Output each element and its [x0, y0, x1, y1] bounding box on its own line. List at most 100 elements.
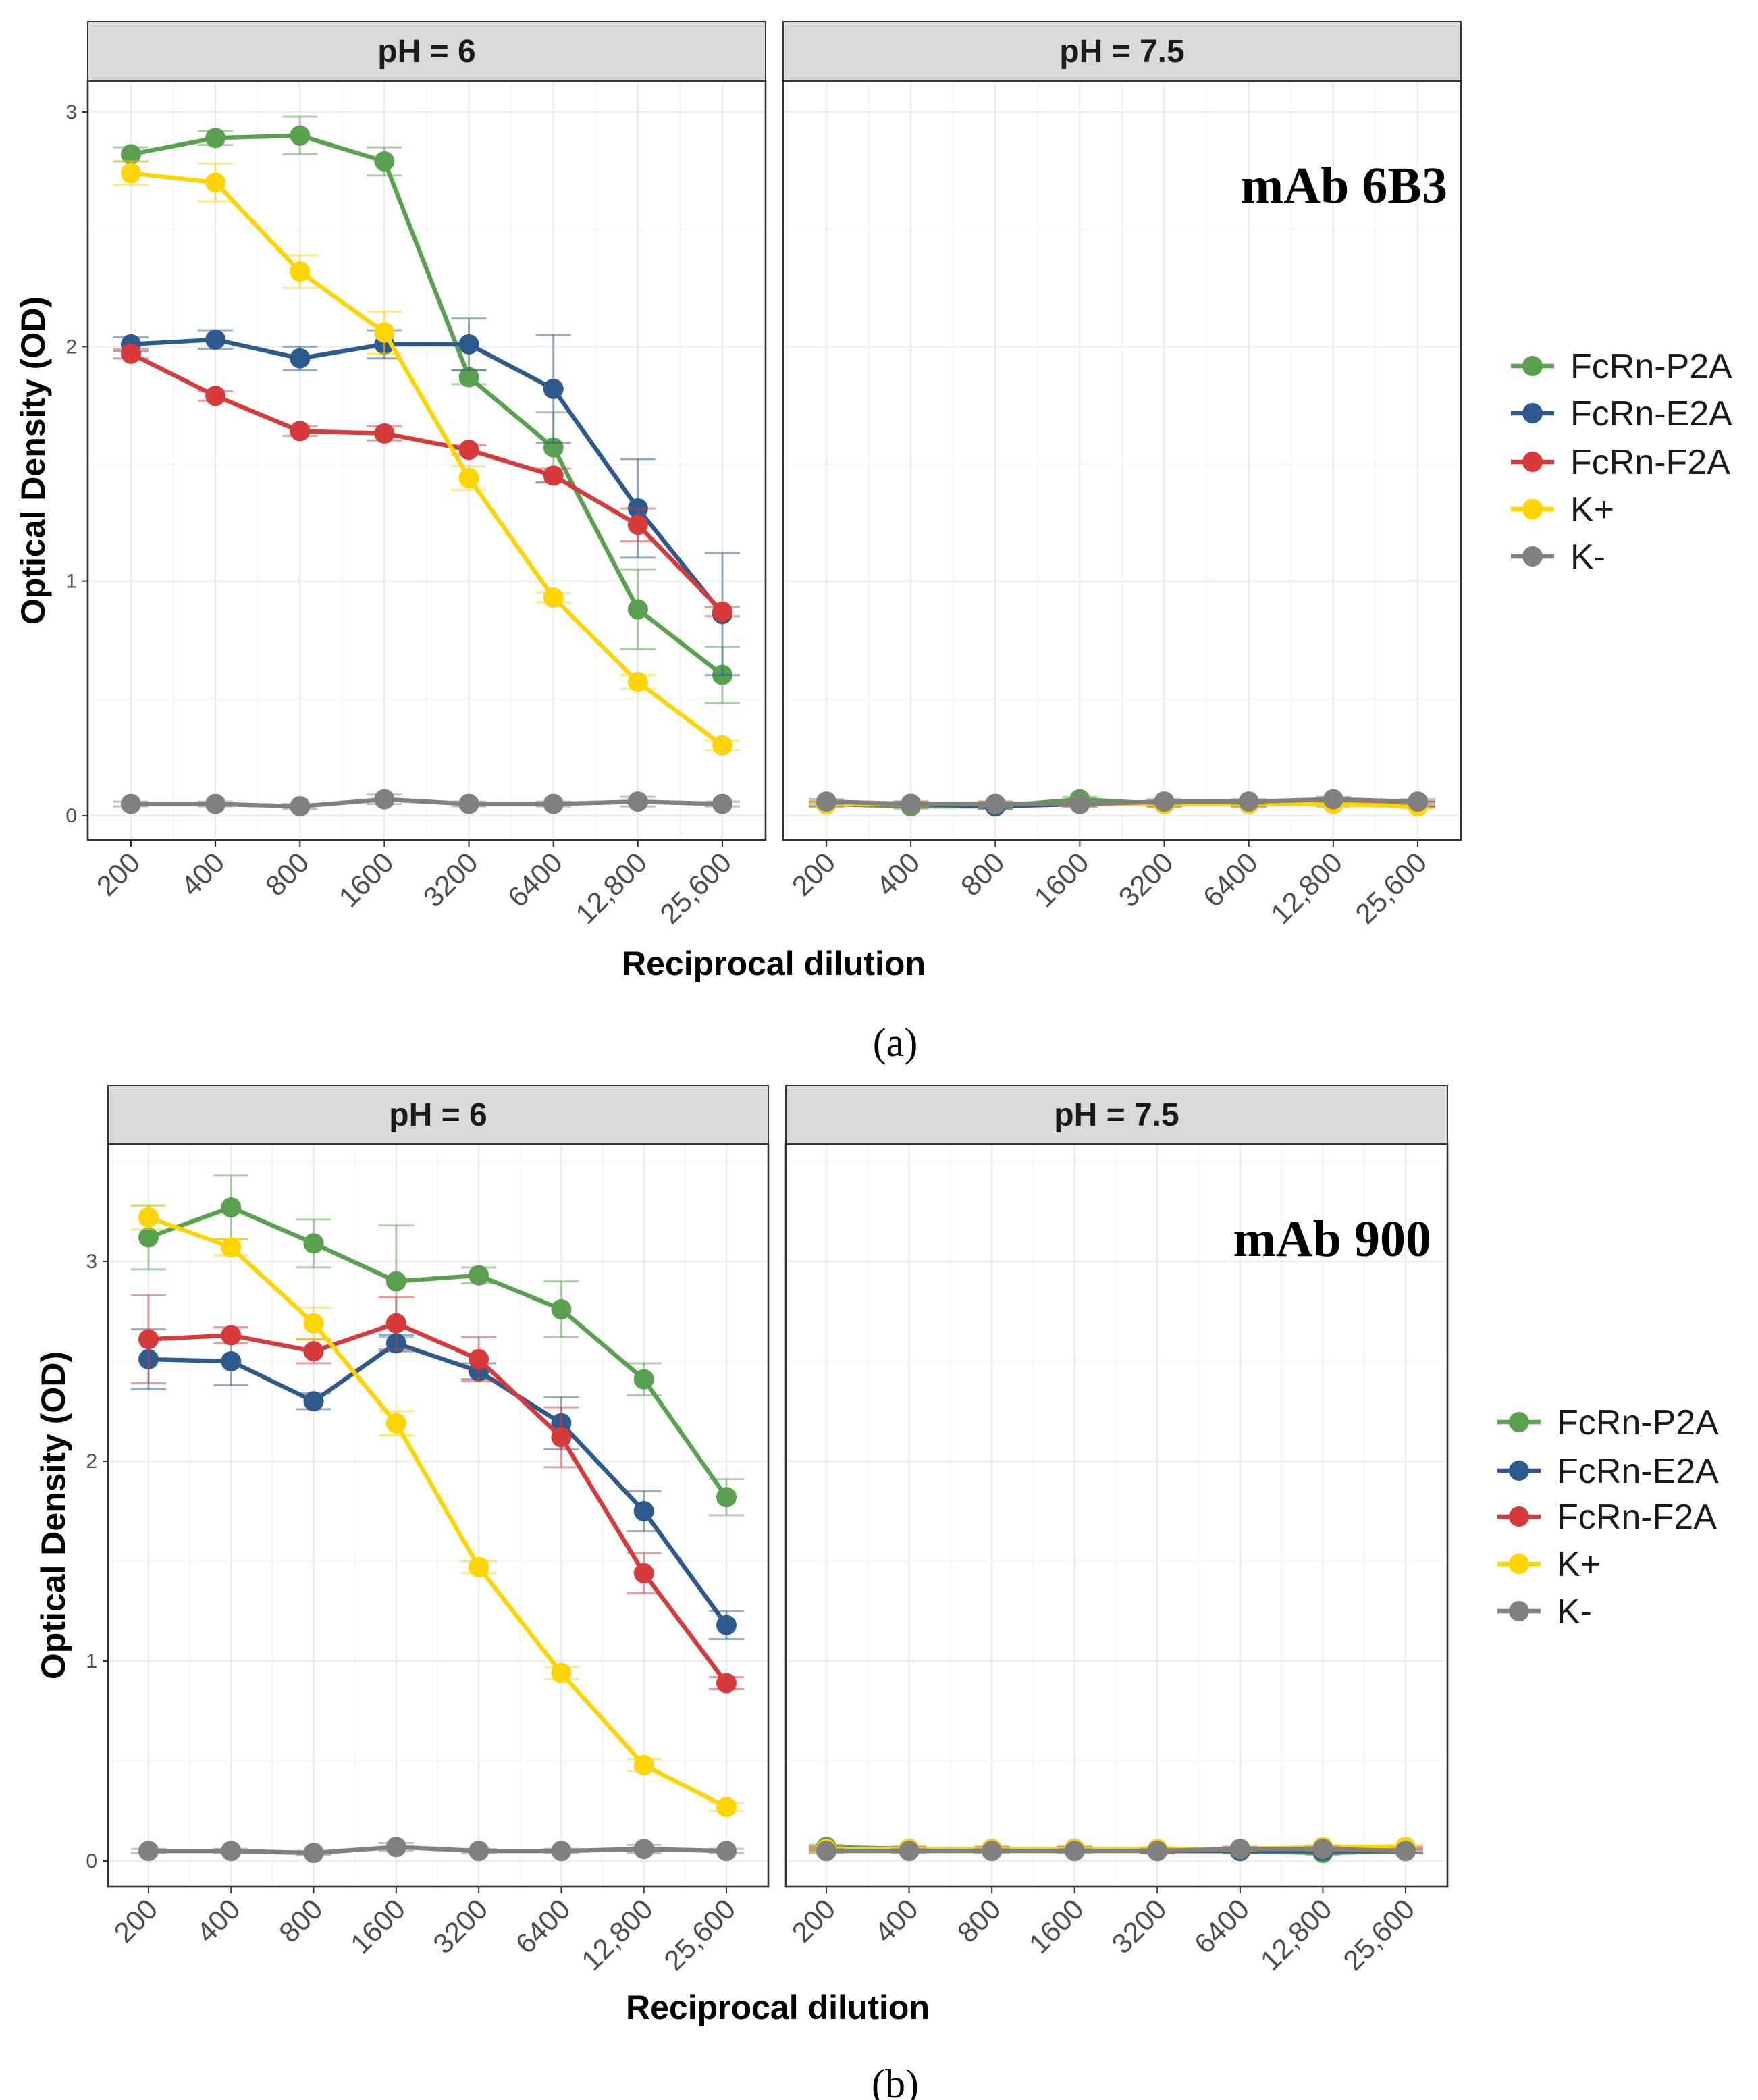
data-point [543, 587, 564, 608]
data-point [985, 793, 1006, 814]
series-line [826, 797, 1418, 806]
data-point [633, 1563, 654, 1583]
series-line [148, 1340, 728, 1627]
legend-marker [1509, 1554, 1529, 1574]
data-point [385, 1413, 406, 1434]
series-line [147, 1215, 728, 1809]
series-kminus [809, 789, 1435, 814]
legend-item: FcRn-F2A [1497, 1498, 1717, 1537]
x-tick-label: 3200 [1105, 1893, 1172, 1960]
x-tick-label: 25,600 [1349, 846, 1433, 930]
plot-panel [784, 1143, 1449, 1888]
data-point [205, 793, 226, 814]
x-tick-label: 1600 [1028, 846, 1094, 913]
data-point [303, 1233, 324, 1254]
x-tick-label: 6400 [1197, 846, 1264, 913]
legend-marker [1509, 1601, 1529, 1621]
x-tick-label: 200 [90, 846, 146, 902]
data-point [816, 791, 836, 812]
data-point [712, 793, 732, 814]
legend-label: K+ [1570, 490, 1614, 529]
series-line [149, 1845, 727, 1856]
data-point [385, 1837, 406, 1858]
x-tick-label: 12,800 [575, 1893, 659, 1976]
legend-item: K- [1511, 537, 1605, 577]
y-tick-label: 0 [65, 805, 77, 827]
facet-strip-label: pH = 7.5 [1059, 34, 1184, 70]
legend-marker [1509, 1412, 1529, 1432]
legend-label: FcRn-P2A [1570, 347, 1732, 386]
data-point [121, 163, 141, 184]
y-tick-label: 1 [65, 571, 77, 593]
x-tick-label: 400 [190, 1893, 246, 1949]
data-point [138, 1227, 159, 1248]
data-point [633, 1754, 654, 1775]
data-point [543, 465, 564, 486]
data-point [469, 1265, 489, 1286]
data-point [469, 1556, 489, 1577]
x-axis-title: Reciprocal dilution [622, 945, 926, 982]
data-point [627, 791, 648, 812]
data-point [551, 1662, 572, 1683]
data-point [138, 1207, 159, 1228]
data-point [633, 1369, 654, 1390]
facet-strip-label: pH = 7.5 [1054, 1097, 1179, 1133]
data-point [205, 386, 226, 406]
legend-item: FcRn-P2A [1511, 347, 1732, 386]
legend-item: FcRn-F2A [1511, 443, 1730, 482]
legend-label: FcRn-P2A [1557, 1403, 1719, 1442]
data-point [303, 1313, 324, 1334]
legend: FcRn-P2A FcRn-E2A FcRn-F2A K+ K- [1511, 347, 1732, 577]
data-point [551, 1841, 572, 1862]
x-tick-label: 1600 [1023, 1893, 1090, 1960]
legend-marker [1522, 546, 1543, 567]
data-point [221, 1237, 242, 1258]
series-kplus [131, 1204, 744, 1818]
legend-label: FcRn-F2A [1557, 1498, 1717, 1537]
data-point [121, 793, 141, 814]
data-point [1064, 1841, 1085, 1862]
x-tick-label: 1600 [344, 1893, 411, 1960]
y-tick-label: 0 [86, 1850, 97, 1872]
legend-item: K+ [1511, 490, 1614, 529]
x-axis-title: Reciprocal dilution [626, 1989, 930, 2026]
x-tick-label: 25,600 [654, 846, 737, 930]
legend-label: FcRn-E2A [1557, 1452, 1719, 1491]
data-point [458, 467, 479, 488]
data-point [221, 1325, 242, 1346]
legend-item: FcRn-P2A [1497, 1403, 1719, 1442]
data-point [121, 343, 141, 364]
series-kplus [113, 160, 740, 756]
legend-label: K- [1570, 537, 1605, 577]
x-tick-label: 25,600 [658, 1893, 741, 1976]
series-kminus [809, 1839, 1423, 1862]
data-point [1323, 789, 1343, 810]
x-tick-label: 1600 [332, 846, 399, 913]
data-point [899, 1841, 920, 1862]
data-point [627, 672, 648, 693]
data-point [374, 151, 395, 172]
data-point [716, 1841, 737, 1862]
data-point [1147, 1841, 1168, 1862]
series-kminus [131, 1837, 744, 1864]
x-tick-label: 6400 [509, 1893, 576, 1960]
legend-label: K- [1557, 1592, 1592, 1631]
legend-label: K+ [1557, 1545, 1601, 1584]
data-point [374, 322, 395, 343]
data-point [543, 378, 564, 399]
y-tick-label: 2 [65, 336, 77, 358]
data-point [205, 128, 226, 149]
data-point [712, 735, 732, 756]
data-point [138, 1841, 159, 1862]
facet-strip [87, 21, 766, 82]
data-point [1238, 791, 1259, 812]
y-tick-label: 3 [65, 101, 77, 124]
data-point [138, 1329, 159, 1350]
series-line [148, 1321, 728, 1685]
facet-strip [107, 1085, 769, 1145]
